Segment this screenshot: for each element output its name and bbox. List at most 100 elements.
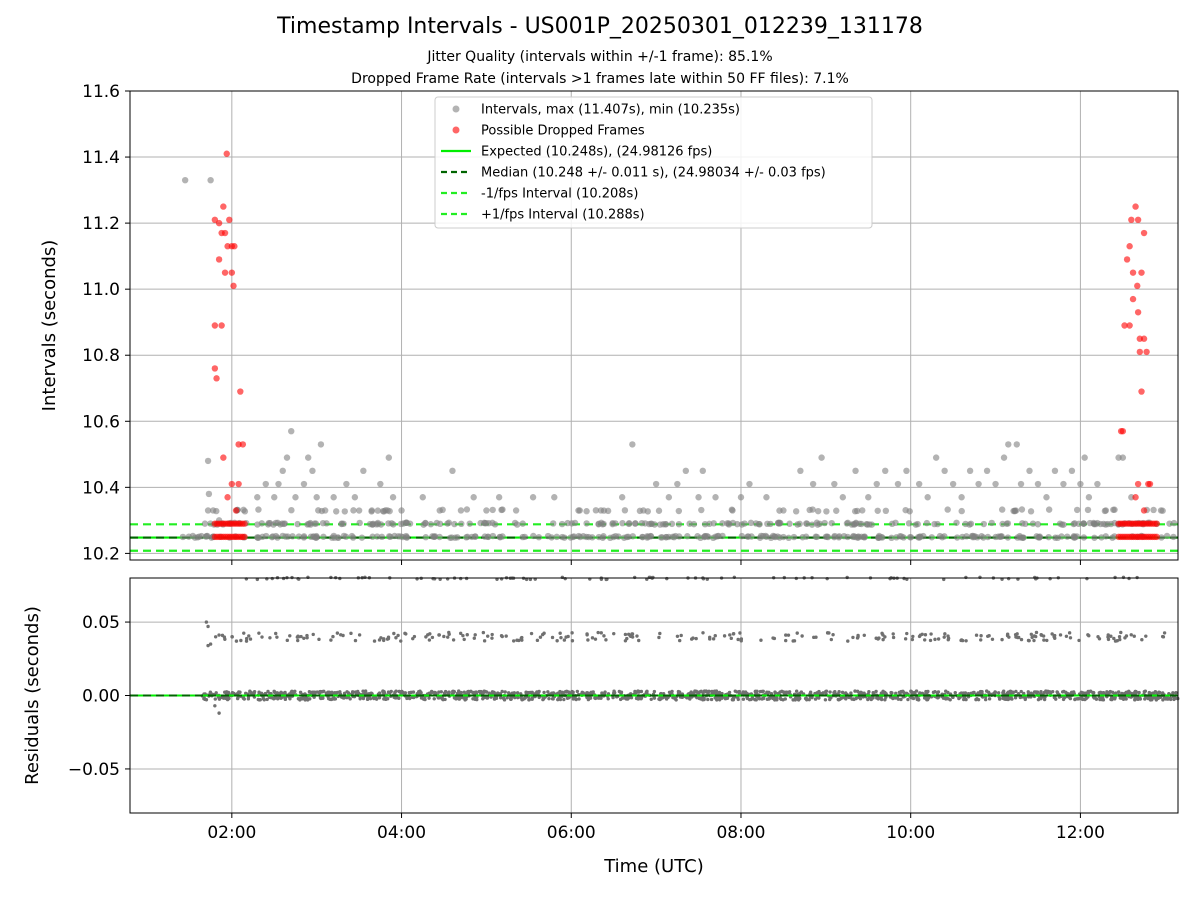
residual-point [795,631,799,635]
residual-point [1109,697,1113,702]
interval-point [360,467,367,475]
residual-point [439,690,443,694]
residual-point [230,634,234,639]
interval-point [288,427,295,435]
interval-point [999,520,1006,528]
residual-point [698,697,703,701]
residual-point [511,639,516,643]
interval-point [905,520,913,527]
residual-point [918,691,922,695]
interval-point [1077,480,1084,488]
interval-point [1157,507,1165,514]
residual-point [911,696,916,701]
residual-point [701,631,705,635]
interval-point [317,441,325,448]
residual-point [753,697,757,702]
residual-point [1033,634,1038,639]
residual-point [442,634,446,639]
residual-point [431,576,435,581]
interval-point [1034,480,1042,488]
interval-point [1094,480,1101,488]
residual-point [1013,696,1018,700]
interval-point [379,507,387,515]
residual-point [486,634,490,638]
residual-point [310,690,314,695]
residual-point [1113,639,1118,643]
residual-point [976,697,981,702]
residual-point [1132,634,1136,638]
interval-point [332,508,340,515]
interval-point [589,534,596,541]
interval-point [682,467,690,475]
dropped-frame-point [1153,520,1160,527]
interval-point [422,534,430,541]
residual-point [710,689,714,694]
residual-point [787,690,792,694]
residual-point [423,697,427,702]
interval-point [651,521,658,528]
dropped-frame-point [1129,295,1137,303]
interval-point [941,467,948,475]
residual-point [523,696,527,700]
interval-point [529,494,537,501]
residual-point [974,633,979,637]
residual-point [222,635,227,639]
dropped-frame-point [1140,335,1148,342]
interval-point [665,494,673,501]
residual-point [520,638,524,642]
x-tick-label: 10:00 [886,823,935,843]
residual-point [997,697,1002,701]
residual-point [1052,633,1057,638]
residual-point [353,638,358,643]
interval-point [600,533,607,540]
interval-point [1091,534,1098,541]
dropped-frame-point [1134,216,1142,224]
residual-point [1045,689,1050,694]
residual-point [1085,576,1089,581]
interval-point [785,534,792,542]
residual-point [1042,638,1046,642]
residual-point [1137,690,1141,695]
residual-point [990,637,995,641]
residual-point [914,689,919,693]
residual-point [722,634,727,638]
interval-point [618,494,626,501]
residual-point [350,690,355,694]
x-tick-label: 02:00 [207,823,256,843]
residual-point [503,690,507,694]
residual-point [313,690,317,695]
residual-point [844,696,848,700]
residual-point [928,638,933,643]
interval-point [792,508,800,515]
residual-point [270,576,274,581]
interval-point [924,494,931,501]
residual-point [986,634,990,638]
residual-point [1064,634,1069,638]
interval-point [835,534,843,541]
residual-point [837,690,841,694]
residual-point [1143,689,1148,693]
interval-point [481,519,488,527]
residual-point [632,575,637,580]
residual-point [600,691,604,695]
residual-point [677,638,682,643]
interval-point [963,533,970,540]
residual-point [1144,634,1148,638]
interval-point [767,534,775,542]
residual-point [741,690,745,694]
interval-point [294,520,301,528]
dropped-frame-point [220,203,227,210]
residual-point [281,691,285,696]
interval-point [813,533,821,541]
residual-point [606,697,610,701]
residual-point [828,690,832,694]
interval-point [983,467,991,475]
interval-point [920,532,927,540]
residual-point [1029,632,1034,637]
residual-point [462,690,466,694]
y-tick-label: 10.8 [82,346,120,366]
interval-point [300,480,308,488]
dropped-frame-point [221,229,229,237]
residual-point [213,704,217,708]
residual-point [394,636,398,640]
